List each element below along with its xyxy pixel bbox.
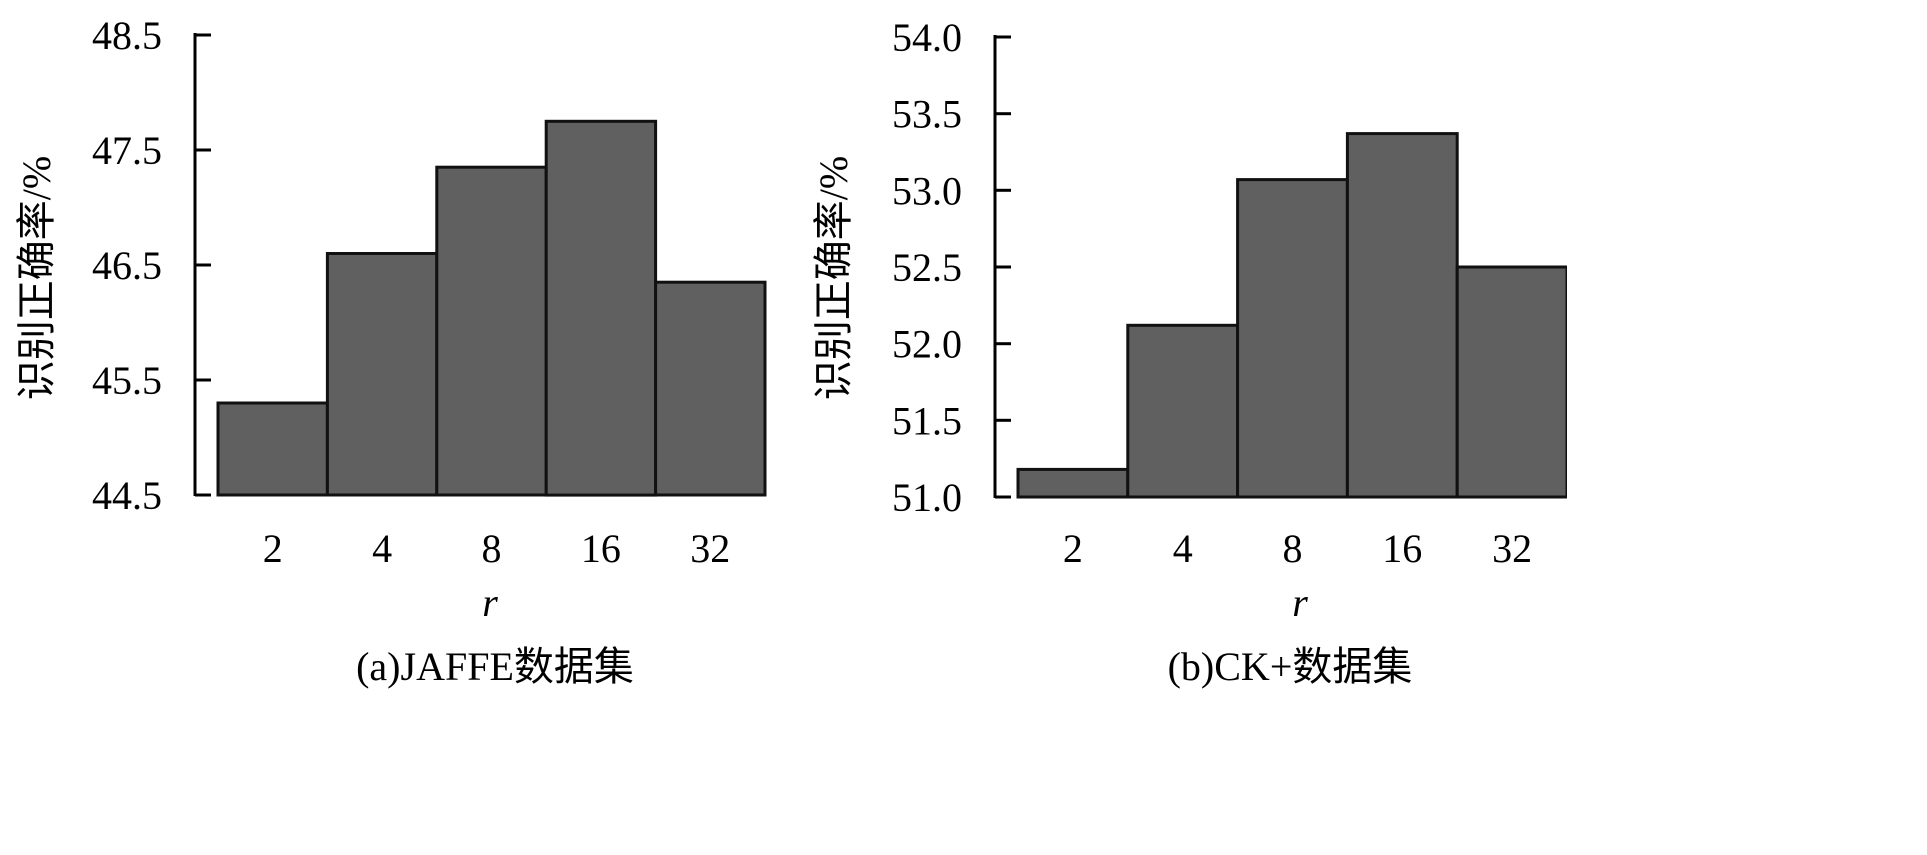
chart-b-bar-2 — [1016, 467, 1130, 499]
chart-a-x-tick-label: 2 — [263, 526, 283, 571]
chart-a-x-tick-label: 4 — [372, 526, 392, 571]
chart-a-y-tick-label: 48.5 — [92, 13, 162, 58]
chart-panel-a: 识别正确率/% r (a)JAFFE数据集 2 4 8 16 32 44.5 45.5 46.… — [14, 13, 767, 689]
chart-b-bar-16 — [1345, 132, 1459, 499]
chart-b-x-tick-label: 32 — [1492, 526, 1532, 571]
chart-a-bar-2 — [216, 401, 329, 497]
chart-b-x-tick-label: 8 — [1283, 526, 1303, 571]
chart-b-bar-4 — [1126, 323, 1240, 499]
chart-a-bar-32 — [654, 280, 767, 497]
chart-a-bar-4 — [325, 252, 439, 497]
chart-b-y-tick-label: 51.5 — [892, 398, 962, 443]
chart-b-y-tick-label: 52.5 — [892, 245, 962, 290]
figure: 识别正确率/% r (a)JAFFE数据集 2 4 8 16 32 44.5 45.5 46.… — [14, 13, 1567, 689]
chart-a-bar-16 — [544, 119, 658, 497]
chart-a-y-tick-label: 45.5 — [92, 358, 162, 403]
chart-a-y-axis-label: 识别正确率/% — [14, 156, 59, 400]
chart-a-x-tick-label: 8 — [482, 526, 502, 571]
chart-a-bar-8 — [435, 165, 548, 497]
chart-a-caption: (a)JAFFE数据集 — [356, 644, 634, 689]
chart-b-bar-8 — [1236, 178, 1349, 499]
chart-a-y-tick-label: 46.5 — [92, 243, 162, 288]
chart-b-y-tick-label: 51.0 — [892, 475, 962, 520]
chart-b-caption: (b)CK+数据集 — [1168, 644, 1413, 689]
chart-b-x-tick-label: 4 — [1173, 526, 1193, 571]
chart-a-x-tick-label: 32 — [690, 526, 730, 571]
chart-b-y-tick-label: 54.0 — [892, 15, 962, 60]
chart-b-y-tick-label: 53.5 — [892, 92, 962, 137]
chart-b-y-tick-label: 52.0 — [892, 322, 962, 367]
chart-panel-b: 识别正确率/% r (b)CK+数据集 2 4 8 16 32 51.0 51.5 52.0 5… — [811, 15, 1567, 689]
chart-a-y-tick-label: 47.5 — [92, 128, 162, 173]
chart-b-x-tick-label: 2 — [1063, 526, 1083, 571]
chart-b-y-axis-label: 识别正确率/% — [811, 156, 856, 400]
chart-a-x-axis-label: r — [482, 580, 498, 625]
chart-b-x-axis-label: r — [1292, 580, 1308, 625]
chart-b-x-tick-label: 16 — [1382, 526, 1422, 571]
chart-a-y-tick-label: 44.5 — [92, 473, 162, 518]
chart-a-x-tick-label: 16 — [581, 526, 621, 571]
chart-b-y-tick-label: 53.0 — [892, 168, 962, 213]
chart-b-bar-32 — [1455, 265, 1567, 499]
